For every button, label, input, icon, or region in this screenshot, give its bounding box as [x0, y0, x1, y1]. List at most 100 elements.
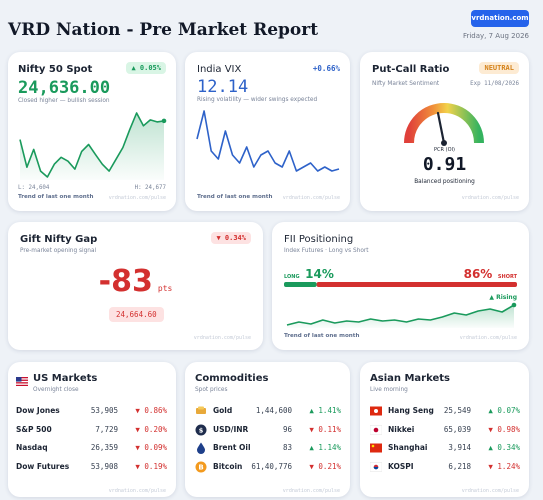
row-name: Nikkei — [388, 424, 415, 434]
caption: Trend of last one month — [284, 333, 360, 339]
long-block: LONG 14% — [284, 263, 334, 282]
gauge-arc — [404, 103, 484, 144]
market-row: Brent Oil 83 ▲ 1.14% — [185, 441, 350, 455]
market-row: Dow Futures 53,908 ▼ 0.19% — [8, 460, 176, 474]
row-value: 7,729 — [95, 424, 118, 434]
note: Closed higher — bullish session — [18, 98, 110, 104]
gap-unit: pts — [157, 284, 173, 293]
icon-part: B — [198, 464, 203, 472]
long-bar — [284, 282, 317, 287]
gauge-hub — [441, 140, 447, 146]
row-icon — [370, 443, 382, 453]
market-row: Dow Jones 53,905 ▼ 0.86% — [8, 404, 176, 418]
row-name: Hang Seng — [388, 406, 434, 415]
nifty-card: Nifty 50 Spot ▲ 0.05% 24,636.00 Closed h… — [8, 52, 176, 211]
subtitle: Index Futures · Long vs Short — [284, 248, 369, 254]
trend-line — [19, 112, 165, 178]
row-value: 26,359 — [90, 443, 118, 453]
market-row: $ USD/INR 96 ▼ 0.11% — [185, 423, 350, 437]
caption: Trend of last one month — [197, 194, 273, 200]
market-row: Gold 1,44,600 ▲ 1.41% — [185, 404, 350, 418]
row-name: Bitcoin — [213, 462, 243, 472]
expiry: Exp 11/08/2026 — [470, 81, 519, 87]
change-badge: ▼ 0.34% — [211, 232, 251, 244]
subtitle: Live morning — [370, 387, 408, 393]
trend-label: ▲ Rising — [489, 294, 517, 301]
row-change: ▼ 0.98% — [488, 424, 520, 434]
gift-level: 24,664.60 — [109, 307, 164, 322]
last-point — [511, 302, 517, 308]
high: H: 24,677 — [134, 185, 166, 191]
row-change: ▲ 1.14% — [309, 443, 341, 453]
pcr-value: 0.91 — [422, 154, 467, 175]
subtitle: Overnight close — [33, 387, 79, 393]
row-change: ▼ 0.09% — [135, 443, 167, 453]
short-bar — [316, 282, 517, 287]
row-name: Dow Futures — [16, 462, 70, 472]
icon-part — [197, 442, 205, 455]
row-name: Gold — [213, 406, 233, 415]
note: Rising volatility — wider swings expecte… — [197, 97, 318, 103]
trend-line — [196, 110, 340, 172]
row-change: ▼ 0.86% — [135, 406, 167, 415]
report-date: Friday, 7 Aug 2026 — [462, 32, 529, 40]
change: +0.66% — [312, 64, 340, 73]
row-name: Dow Jones — [16, 406, 60, 415]
market-row: Nasdaq 26,359 ▼ 0.09% — [8, 441, 176, 455]
row-icon: B — [195, 461, 207, 473]
card-title: FII Positioning — [284, 234, 354, 245]
watermark: vrdnation.com/pulse — [108, 195, 166, 201]
subtitle: Nifty Market Sentiment — [372, 81, 440, 87]
card-title: Put-Call Ratio — [372, 64, 450, 75]
watermark: vrdnation.com/pulse — [459, 335, 517, 341]
row-value: 6,218 — [448, 462, 471, 472]
row-value: 53,905 — [90, 406, 118, 415]
row-icon — [370, 462, 382, 472]
row-change: ▼ 0.21% — [309, 462, 341, 472]
icon-part — [195, 461, 207, 473]
watermark: vrdnation.com/pulse — [461, 195, 519, 201]
card-title: India VIX — [197, 64, 242, 75]
short-block: 86% SHORT — [464, 263, 517, 282]
row-change: ▲ 0.34% — [488, 443, 520, 453]
long-short-bar — [284, 282, 517, 287]
last-point — [161, 118, 167, 124]
market-row: Nikkei 65,039 ▼ 0.98% — [360, 423, 529, 437]
change-badge: ▲ 0.05% — [126, 62, 166, 74]
row-name: Brent Oil — [213, 443, 251, 453]
icon-part: $ — [199, 426, 204, 434]
row-name: Nasdaq — [16, 443, 48, 453]
sparkline — [196, 110, 340, 172]
watermark: vrdnation.com/pulse — [282, 195, 340, 201]
row-value: 83 — [282, 443, 292, 453]
row-change: ▼ 0.19% — [135, 462, 167, 472]
short-value: 86% — [463, 267, 493, 281]
us-flag — [16, 377, 28, 386]
trend-area — [287, 305, 514, 328]
row-change: ▲ 0.07% — [488, 406, 520, 415]
card-title: Asian Markets — [370, 373, 450, 384]
row-name: S&P 500 — [16, 424, 52, 434]
gauge-label: PCR (OI) — [434, 147, 455, 153]
pcr-card: Put-Call Ratio NEUTRAL Nifty Market Sent… — [360, 52, 529, 211]
subtitle: Spot prices — [195, 387, 228, 393]
gauge — [404, 103, 484, 146]
price: 24,636.00 — [18, 78, 111, 98]
row-name: USD/INR — [213, 424, 249, 434]
site-button[interactable]: vrdnation.com — [471, 10, 529, 27]
sparkline — [286, 302, 517, 328]
market-row: S&P 500 7,729 ▼ 0.20% — [8, 423, 176, 437]
icon-part — [370, 443, 382, 453]
icon-part — [371, 445, 375, 448]
row-icon — [196, 406, 206, 414]
card-title: US Markets — [33, 373, 98, 384]
asia-card: Asian Markets Live morning vrdnation.com… — [360, 362, 529, 497]
icon-part — [373, 467, 379, 470]
row-icon — [197, 442, 205, 455]
watermark: vrdnation.com/pulse — [461, 488, 519, 494]
market-row: Shanghai 3,914 ▲ 0.34% — [360, 441, 529, 455]
row-icon: $ — [195, 424, 207, 436]
card-title: Commodities — [195, 373, 269, 384]
icon-part — [198, 406, 204, 410]
